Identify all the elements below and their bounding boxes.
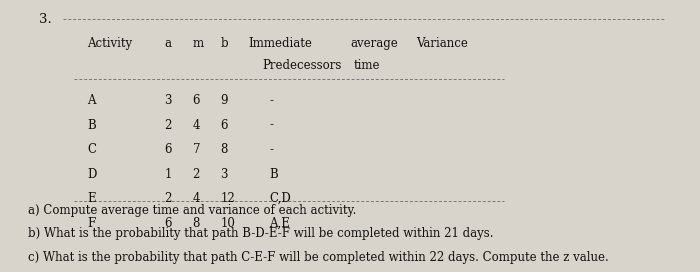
Text: A,E: A,E [270,217,290,230]
Text: A: A [88,94,96,107]
Text: Activity: Activity [88,37,132,50]
Text: time: time [354,59,380,72]
Text: 3.: 3. [38,13,51,26]
Text: 1: 1 [164,168,172,181]
Text: 2: 2 [164,119,172,132]
Text: 8: 8 [193,217,200,230]
Text: 4: 4 [193,192,200,205]
Text: average: average [350,37,398,50]
Text: B: B [88,119,97,132]
Text: 9: 9 [220,94,228,107]
Text: 7: 7 [193,143,200,156]
Text: Immediate: Immediate [248,37,312,50]
Text: Predecessors: Predecessors [262,59,342,72]
Text: b: b [220,37,228,50]
Text: -: - [270,143,274,156]
Text: b) What is the probability that path B-D-E-F will be completed within 21 days.: b) What is the probability that path B-D… [28,227,493,240]
Text: a: a [164,37,172,50]
Text: B: B [270,168,279,181]
Text: 3: 3 [164,94,172,107]
Text: 3: 3 [220,168,228,181]
Text: 6: 6 [193,94,200,107]
Text: 6: 6 [220,119,228,132]
Text: m: m [193,37,204,50]
Text: E: E [88,192,96,205]
Text: F: F [88,217,96,230]
Text: 10: 10 [220,217,235,230]
Text: 6: 6 [164,217,172,230]
Text: 12: 12 [220,192,235,205]
Text: Variance: Variance [416,37,468,50]
Text: a) Compute average time and variance of each activity.: a) Compute average time and variance of … [28,204,356,217]
Text: C,D: C,D [270,192,291,205]
Text: 8: 8 [220,143,228,156]
Text: C: C [88,143,97,156]
Text: 4: 4 [193,119,200,132]
Text: 2: 2 [164,192,172,205]
Text: -: - [270,94,274,107]
Text: 6: 6 [164,143,172,156]
Text: c) What is the probability that path C-E-F will be completed within 22 days. Com: c) What is the probability that path C-E… [28,251,609,264]
Text: 2: 2 [193,168,200,181]
Text: D: D [88,168,97,181]
Text: -: - [270,119,274,132]
